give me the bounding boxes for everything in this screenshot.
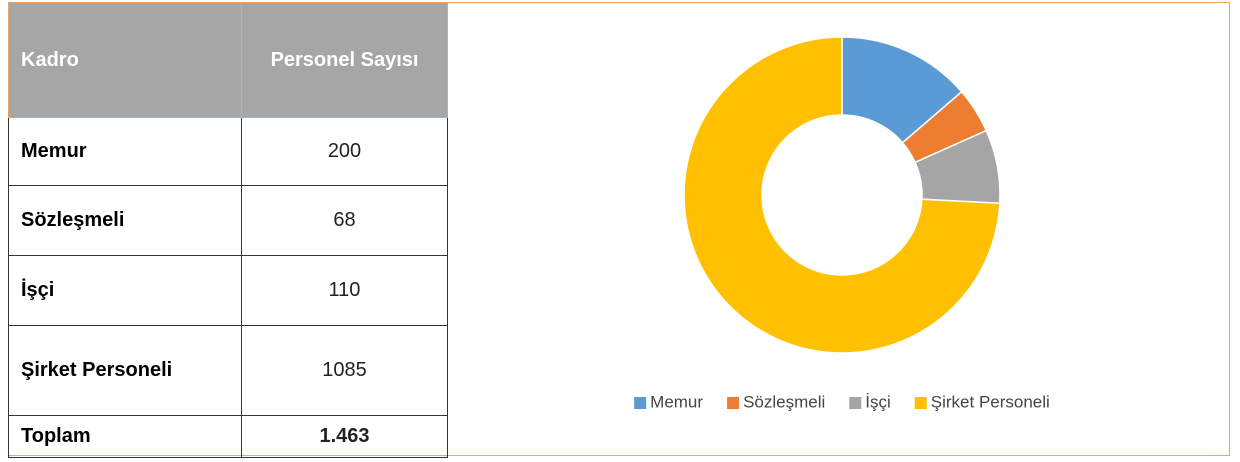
cell: Memur: [8, 117, 242, 186]
donut-slice: [683, 36, 1001, 354]
cell: 1085: [241, 325, 448, 416]
cell: Şirket Personeli: [8, 325, 242, 416]
row: İşçi 110: [8, 255, 448, 326]
table: Kadro Personel Sayısı Memur 200 Sözleşmel…: [8, 2, 448, 458]
legend-swatch: [727, 397, 740, 409]
header-cell: Personel Sayısı: [241, 2, 448, 118]
chart: Memur Sözleşmeli İşçi Şirket Personeli: [634, 36, 1050, 411]
header-cell: Kadro: [8, 2, 242, 118]
total-row: Toplam 1.463: [8, 415, 448, 458]
cell: 200: [241, 117, 448, 186]
legend-label: İşçi: [865, 392, 891, 411]
cell: 1.463: [241, 415, 448, 458]
legend-swatch: [849, 397, 862, 409]
row: Memur 200: [8, 117, 448, 186]
cell: İşçi: [8, 255, 242, 326]
cell: Toplam: [8, 415, 242, 458]
legend-swatch: [914, 397, 927, 409]
cell: Sözleşmeli: [8, 185, 242, 256]
row: Sözleşmeli 68: [8, 185, 448, 256]
row: Şirket Personeli 1085: [8, 325, 448, 416]
header-row: Kadro Personel Sayısı: [8, 2, 448, 118]
cell: 110: [241, 255, 448, 326]
legend-label: Sözleşmeli: [743, 392, 825, 411]
legend-label: Şirket Personeli: [931, 392, 1050, 411]
legend-label: Memur: [650, 392, 703, 411]
cell: 68: [241, 185, 448, 256]
legend-swatch: [634, 397, 647, 409]
